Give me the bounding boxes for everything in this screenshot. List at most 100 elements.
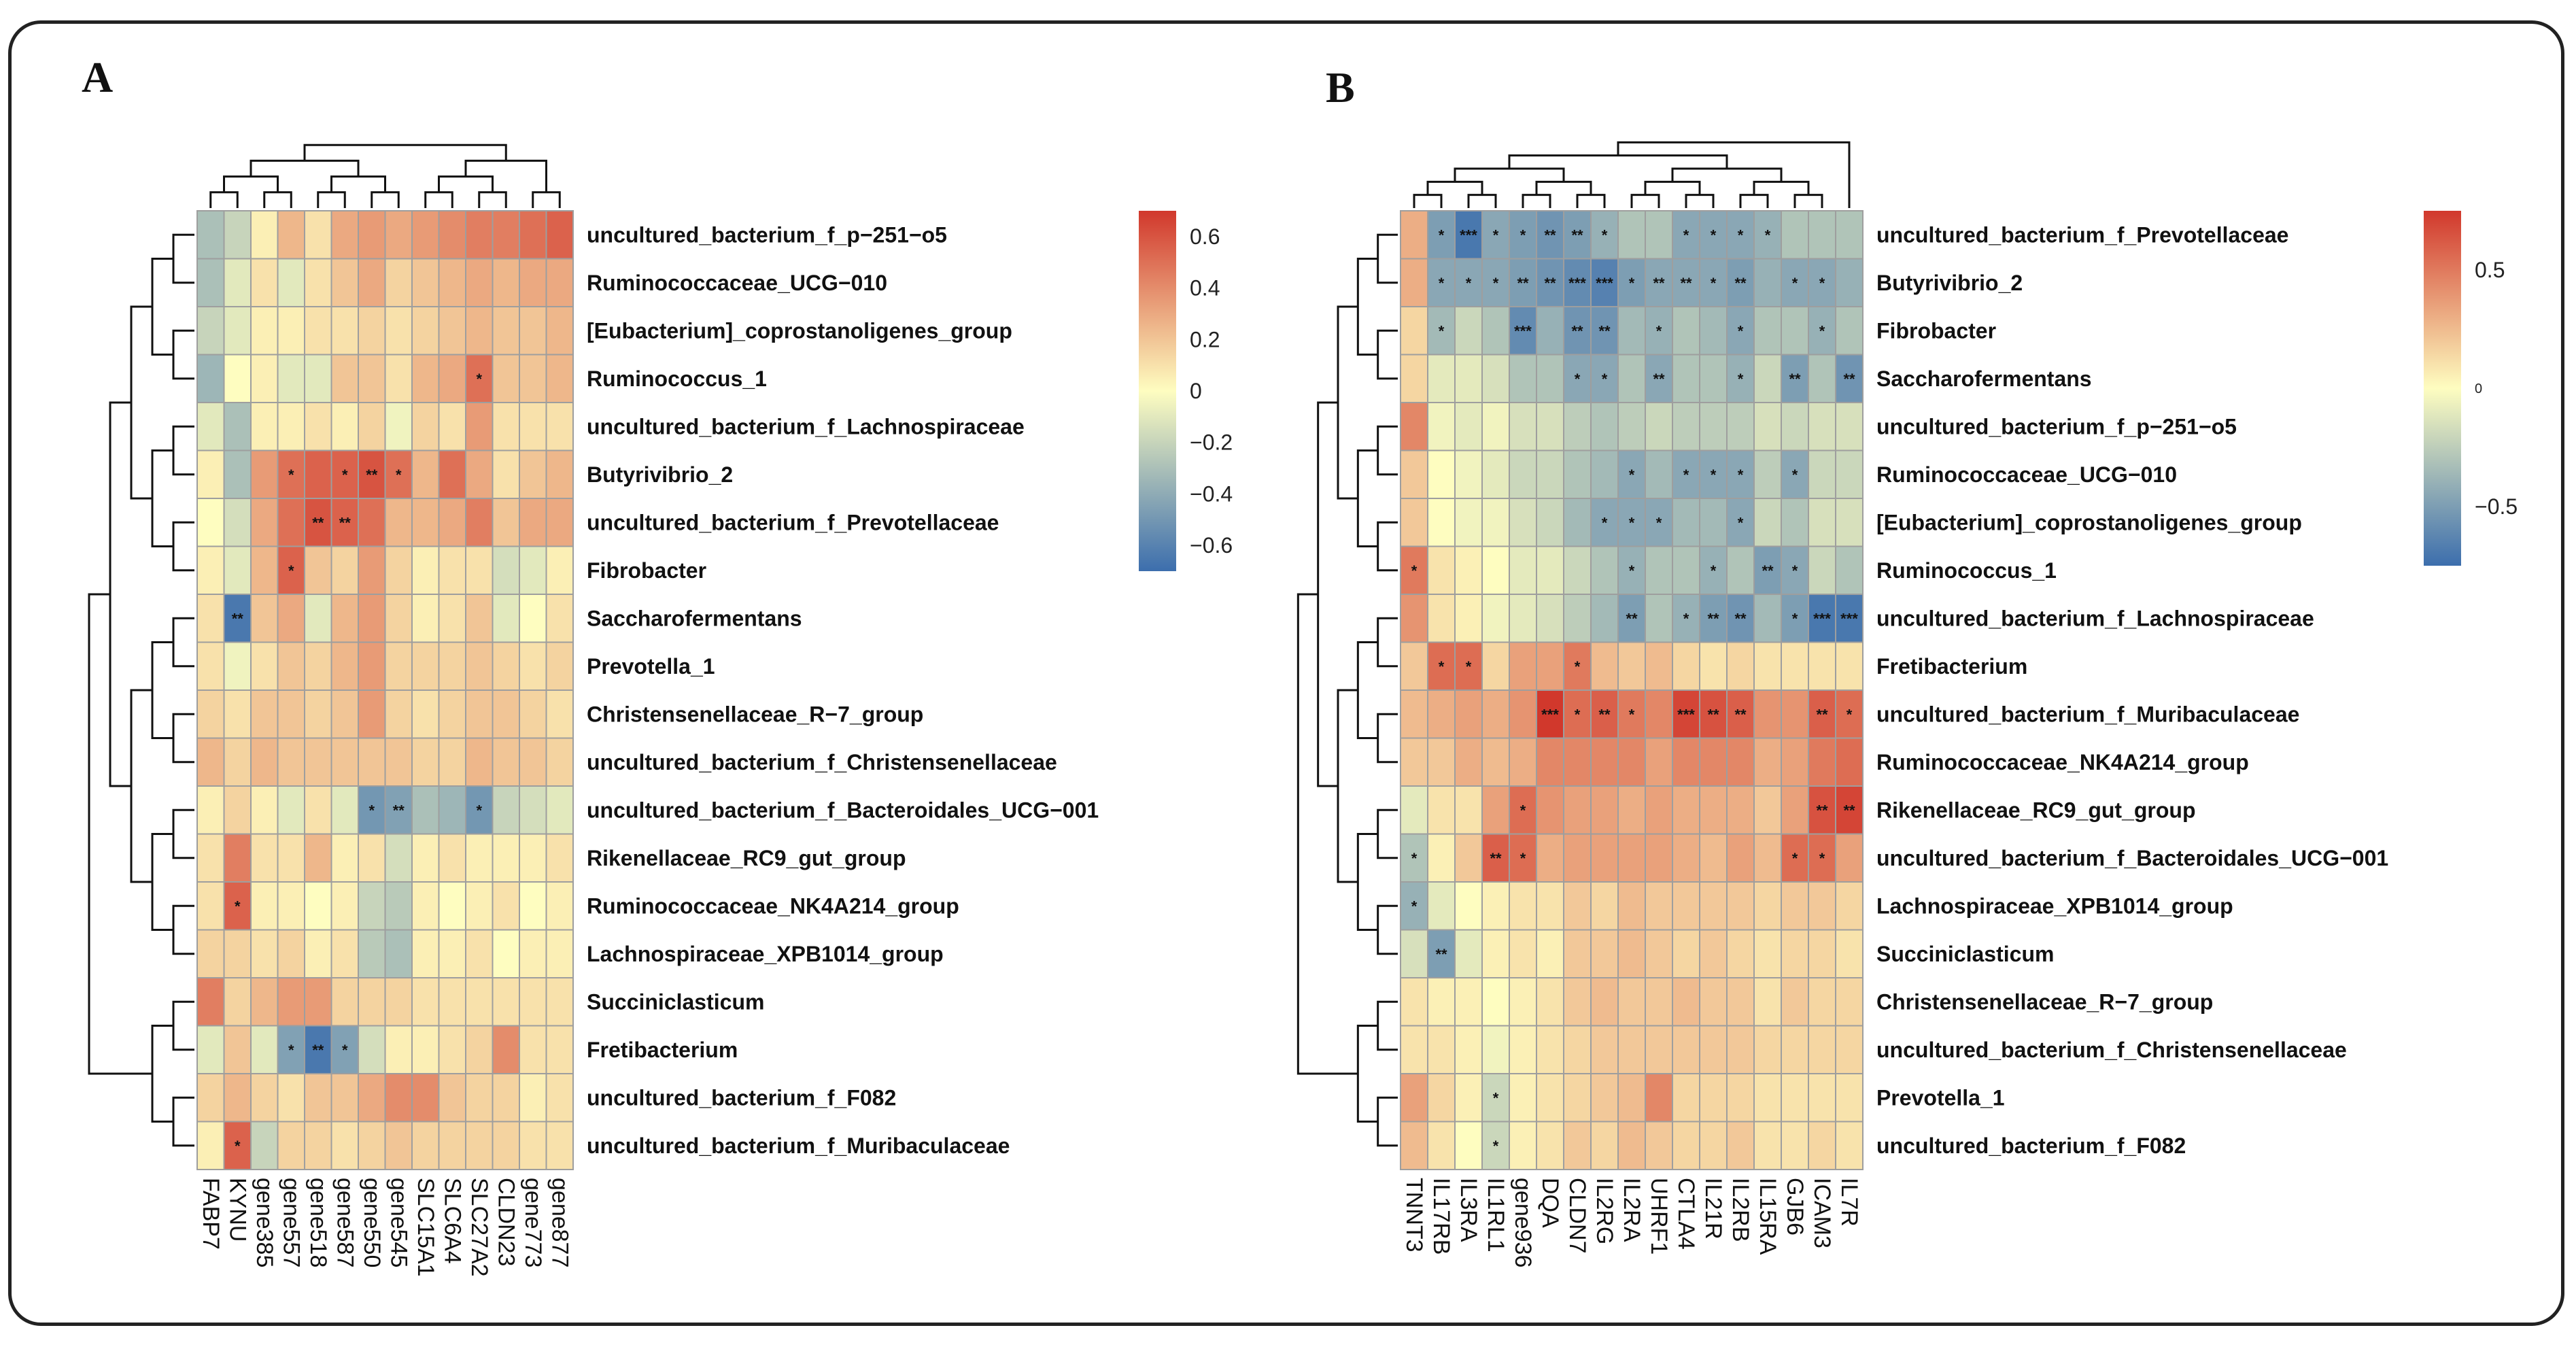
heatmap-cell	[1536, 498, 1564, 547]
heatmap-cell	[1563, 449, 1592, 499]
heatmap-cell	[1509, 881, 1537, 931]
heatmap-cell	[1427, 545, 1456, 595]
heatmap-cell	[358, 689, 386, 739]
heatmap-cell	[1536, 1121, 1564, 1170]
row-label: Ruminococcaceae_NK4A214_group	[587, 893, 959, 918]
heatmap-cell	[1781, 258, 1809, 307]
heatmap-cell	[384, 641, 413, 691]
row-label: uncultured_bacterium_f_Muribaculaceae	[587, 1133, 1010, 1158]
heatmap-cell	[519, 210, 547, 260]
heatmap-cell	[1509, 210, 1537, 260]
heatmap-cell	[277, 737, 305, 787]
heatmap-cell	[1753, 1073, 1782, 1123]
heatmap-cell	[1808, 545, 1836, 595]
heatmap-cell	[277, 929, 305, 978]
heatmap-cell	[545, 210, 574, 260]
heatmap-cell	[1509, 689, 1537, 739]
heatmap-cell	[330, 498, 359, 547]
heatmap-cell	[492, 402, 520, 451]
heatmap-cell	[1427, 402, 1456, 451]
significance-mark: **	[1571, 226, 1583, 243]
heatmap-cell	[1781, 833, 1809, 883]
row-label: Saccharofermentans	[587, 606, 802, 630]
heatmap-cell	[1509, 1121, 1537, 1170]
heatmap-cell	[1590, 929, 1619, 978]
significance-mark: *	[1411, 898, 1418, 915]
heatmap-cell	[384, 545, 413, 595]
panel-b-legend-bar	[2424, 211, 2461, 566]
heatmap-cell	[1617, 449, 1646, 499]
row-label: uncultured_bacterium_f_Muribaculaceae	[1876, 702, 2299, 726]
heatmap-cell	[1400, 977, 1428, 1027]
heatmap-cell	[1672, 1121, 1700, 1170]
heatmap-cell	[358, 402, 386, 451]
significance-mark: *	[1520, 850, 1526, 867]
dendrogram-branch	[1739, 194, 1769, 208]
heatmap-cell	[438, 881, 466, 931]
heatmap-cell	[545, 258, 574, 307]
heatmap-cell	[304, 1073, 332, 1123]
heatmap-cell	[358, 1025, 386, 1074]
heatmap-cell	[1617, 689, 1646, 739]
heatmap-cell	[358, 833, 386, 883]
significance-mark: *	[235, 898, 241, 915]
dendrogram-branch	[172, 1000, 194, 1051]
heatmap-cell	[545, 977, 574, 1027]
panel-b-color-legend: 0.5 0 −0.5	[2424, 211, 2518, 566]
heatmap-cell	[330, 785, 359, 835]
heatmap-cell	[1509, 449, 1537, 499]
heatmap-cell	[1835, 641, 1864, 691]
heatmap-cell	[1563, 1025, 1592, 1074]
row-label: uncultured_bacterium_f_Christensenellace…	[1876, 1038, 2347, 1062]
heatmap-cell	[438, 1121, 466, 1170]
heatmap-cell	[545, 785, 574, 835]
heatmap-cell	[1563, 210, 1592, 260]
dendrogram-branch	[1337, 305, 1358, 500]
row-label: Ruminococcaceae_UCG−010	[1876, 462, 2177, 487]
heatmap-cell	[304, 1025, 332, 1074]
significance-mark: *	[1738, 226, 1744, 243]
heatmap-cell	[250, 881, 279, 931]
heatmap-cell	[358, 498, 386, 547]
significance-mark: **	[1707, 706, 1719, 723]
heatmap-cell	[519, 449, 547, 499]
heatmap-cell	[1726, 594, 1755, 643]
dendrogram-branch	[88, 593, 152, 1075]
significance-mark: *	[1738, 371, 1744, 388]
heatmap-cell	[1481, 641, 1510, 691]
heatmap-cell	[1481, 881, 1510, 931]
heatmap-cell	[1536, 449, 1564, 499]
panel-b-heatmap-cells	[1400, 210, 1864, 1170]
heatmap-cell	[1699, 737, 1728, 787]
heatmap-cell	[250, 689, 279, 739]
heatmap-cell	[250, 258, 279, 307]
heatmap-cell	[196, 689, 225, 739]
significance-mark: *	[342, 466, 348, 483]
heatmap-cell	[1835, 498, 1864, 547]
dendrogram-branch	[1356, 833, 1378, 931]
heatmap-cell	[304, 545, 332, 595]
heatmap-cell	[1672, 641, 1700, 691]
heatmap-cell	[519, 977, 547, 1027]
panel-a: A ** * ** *** ****** ** *** ** ** uncultured_bac…	[82, 53, 1233, 1277]
heatmap-cell	[304, 833, 332, 883]
heatmap-cell	[358, 929, 386, 978]
heatmap-cell	[1726, 402, 1755, 451]
heatmap-cell	[1617, 498, 1646, 547]
heatmap-cell	[1536, 1025, 1564, 1074]
heatmap-cell	[465, 498, 494, 547]
heatmap-cell	[1481, 737, 1510, 787]
heatmap-cell	[1699, 833, 1728, 883]
heatmap-cell	[277, 210, 305, 260]
heatmap-cell	[304, 354, 332, 403]
column-label: SLC15A1	[413, 1178, 439, 1277]
legend-tick-label: 0.4	[1190, 276, 1220, 301]
heatmap-cell	[1726, 737, 1755, 787]
heatmap-cell	[1835, 449, 1864, 499]
heatmap-cell	[1481, 402, 1510, 451]
heatmap-cell	[1808, 737, 1836, 787]
heatmap-cell	[304, 449, 332, 499]
heatmap-cell	[1617, 210, 1646, 260]
legend-tick-label: 0.6	[1190, 224, 1220, 249]
heatmap-cell	[1645, 545, 1673, 595]
